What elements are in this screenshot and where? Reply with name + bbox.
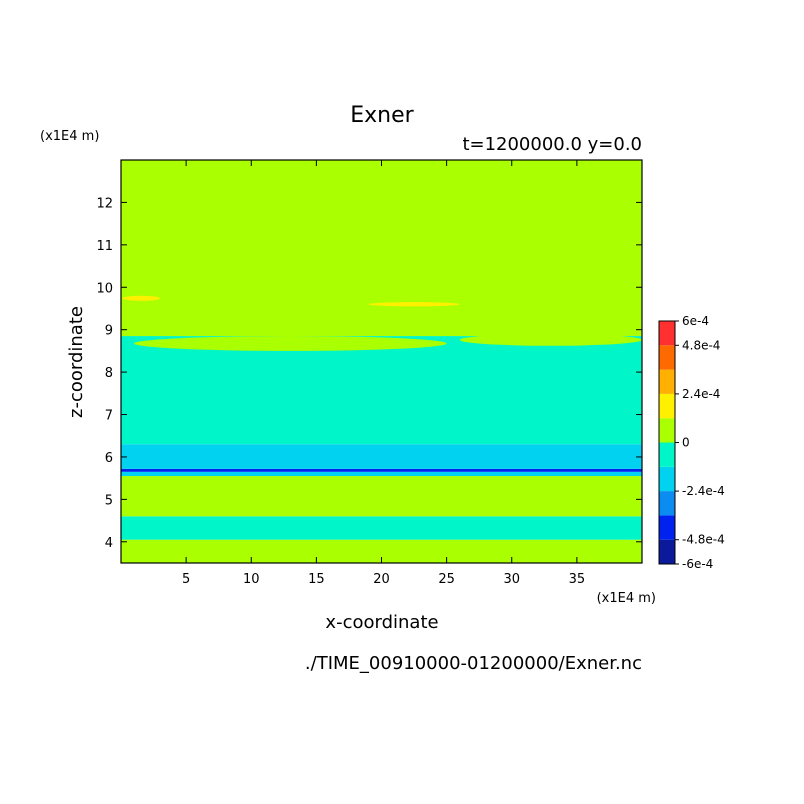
x-tick-label: 10 <box>243 572 260 587</box>
colorbar-label: -4.8e-4 <box>682 533 725 547</box>
contour-patch <box>134 336 447 351</box>
contour-patch <box>368 302 460 307</box>
y-tick-label: 9 <box>105 324 113 339</box>
contour-band <box>121 471 642 477</box>
y-tick-label: 4 <box>105 536 113 551</box>
x-tick-label: 20 <box>373 572 390 587</box>
y-tick-label: 8 <box>105 366 113 381</box>
x-axis-unit: (x1E4 m) <box>597 591 656 606</box>
colorbar-label: 6e-4 <box>682 314 709 328</box>
x-tick-label: 35 <box>569 572 586 587</box>
colorbar-swatch <box>659 321 675 346</box>
x-axis-label: x-coordinate <box>325 612 438 633</box>
y-tick-label: 11 <box>96 239 113 254</box>
colorbar-label: -2.4e-4 <box>682 484 725 498</box>
colorbar-swatch <box>659 393 675 419</box>
y-tick-label: 5 <box>105 493 113 508</box>
x-tick-label: 15 <box>308 572 325 587</box>
field-group <box>121 160 642 563</box>
colorbar-label: 0 <box>682 436 690 450</box>
contour-patch <box>122 295 161 301</box>
colorbar-label: 2.4e-4 <box>682 387 720 401</box>
plot-axes: 5 10 15 20 25 30 35 4 5 6 7 8 9 10 11 12 <box>96 159 643 587</box>
colorbar-swatch <box>659 515 675 540</box>
colorbar: 6e-4 4.8e-4 2.4e-4 0 -2.4e-4 -4.8e-4 -6e-4 <box>658 314 725 571</box>
contour-band <box>121 444 642 469</box>
x-tick-label: 25 <box>438 572 455 587</box>
colorbar-swatch <box>659 539 675 564</box>
colorbar-swatch <box>659 491 675 516</box>
contour-band <box>121 516 642 540</box>
colorbar-swatch <box>659 345 675 370</box>
colorbar-label: 4.8e-4 <box>682 338 720 352</box>
contour-patch <box>459 333 642 346</box>
contour-band <box>121 468 642 472</box>
y-tick-label: 7 <box>105 409 113 424</box>
y-tick-label: 12 <box>96 196 113 211</box>
contour-band <box>121 160 642 337</box>
y-tick-label: 10 <box>96 281 113 296</box>
file-path-footer: ./TIME_00910000-01200000/Exner.nc <box>305 653 642 674</box>
x-tick-label: 5 <box>182 572 190 587</box>
y-tick-label: 6 <box>105 451 113 466</box>
colorbar-swatch <box>659 369 675 394</box>
colorbar-swatch <box>659 442 675 467</box>
contour-band <box>121 476 642 517</box>
colorbar-swatch <box>659 466 675 492</box>
colorbar-label: -6e-4 <box>682 557 713 571</box>
y-axis-label: z-coordinate <box>66 306 87 418</box>
contour-field <box>121 160 642 563</box>
chart-subtitle: t=1200000.0 y=0.0 <box>462 134 642 155</box>
chart-title: Exner <box>350 103 414 128</box>
colorbar-swatch <box>659 418 675 443</box>
y-axis-unit: (x1E4 m) <box>40 129 99 144</box>
x-tick-label: 30 <box>503 572 520 587</box>
contour-band <box>121 336 642 445</box>
